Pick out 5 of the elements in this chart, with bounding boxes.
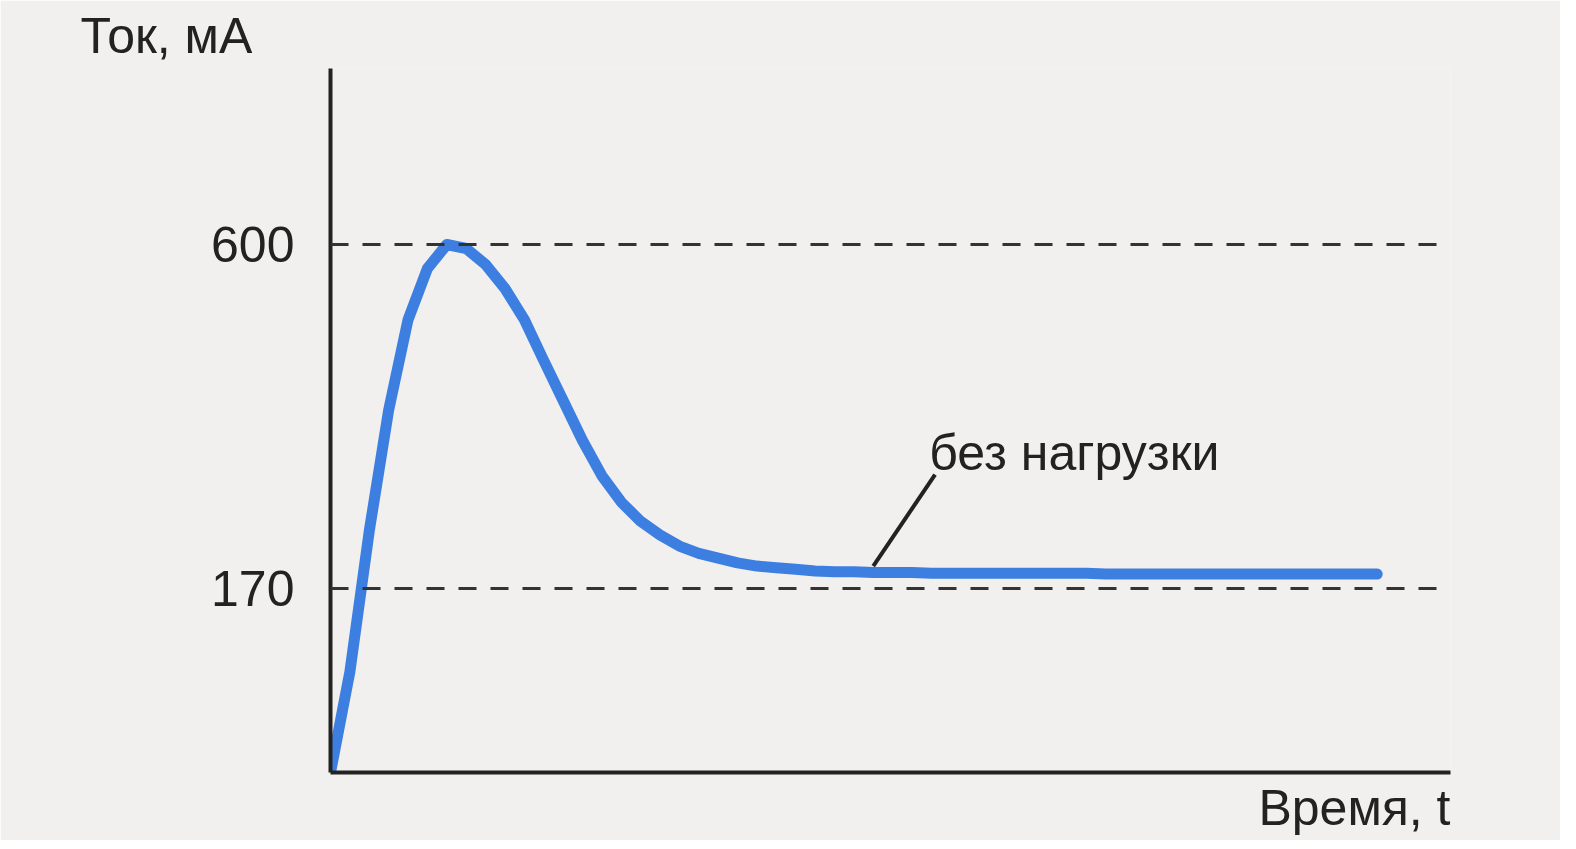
x-axis-title: Время, t xyxy=(1258,779,1451,836)
y-tick-label: 170 xyxy=(211,561,295,617)
annotation: без нагрузки xyxy=(929,424,1220,481)
y-axis-title: Ток, мА xyxy=(80,7,253,64)
y-tick-label: 600 xyxy=(211,217,295,273)
